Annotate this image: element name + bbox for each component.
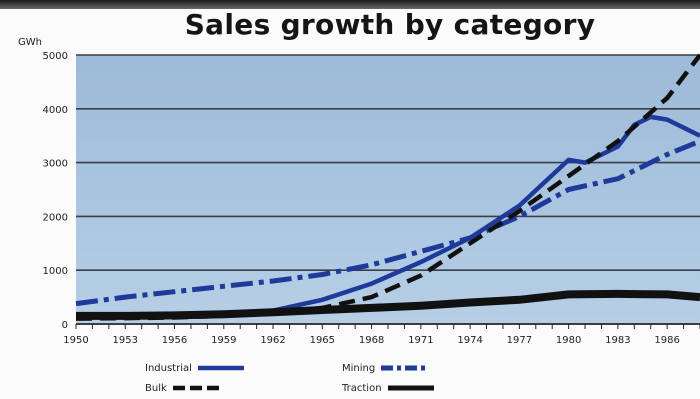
series-line-traction [76, 289, 700, 320]
x-tick-label: 1974 [457, 335, 482, 346]
x-tick-label: 1980 [556, 335, 581, 346]
x-tick-label: 1971 [408, 335, 433, 346]
y-tick-label: 1000 [43, 266, 68, 277]
y-axis-unit-label: GWh [18, 37, 42, 48]
y-tick-label: 3000 [43, 159, 68, 170]
y-tick-label: 2000 [43, 212, 68, 223]
legend-swatch [381, 365, 428, 371]
legend-label: Bulk [145, 383, 167, 394]
x-tick-label: 1986 [654, 335, 679, 346]
x-tick-label: 1953 [113, 335, 138, 346]
x-tick-label: 1962 [260, 335, 285, 346]
y-tick-label: 5000 [43, 51, 68, 62]
legend-item-traction: Traction [342, 383, 434, 394]
legend-swatch [197, 365, 244, 371]
legend-item-bulk: Bulk [145, 383, 219, 394]
x-tick-label: 1977 [507, 335, 532, 346]
legend-label: Traction [342, 383, 382, 394]
x-tick-label: 1956 [162, 335, 187, 346]
series-line-mining [75, 138, 700, 307]
y-tick-label: 0 [62, 320, 68, 331]
x-tick-label: 1950 [63, 335, 88, 346]
x-tick-label: 1959 [211, 335, 236, 346]
legend-label: Mining [342, 363, 376, 374]
x-tick-label: 1968 [359, 335, 384, 346]
x-tick-label: 1983 [605, 335, 630, 346]
legend-label: Industrial [145, 363, 192, 374]
plot-area [76, 55, 700, 324]
chart-title: Sales growth by category [184, 8, 596, 41]
legend-swatch [387, 385, 434, 391]
y-tick-label: 4000 [43, 105, 68, 116]
top-band [0, 0, 700, 9]
legend-swatch [172, 385, 219, 391]
legend-item-mining: Mining [342, 363, 428, 374]
legend-item-industrial: Industrial [145, 363, 244, 374]
x-tick-label: 1965 [310, 335, 335, 346]
